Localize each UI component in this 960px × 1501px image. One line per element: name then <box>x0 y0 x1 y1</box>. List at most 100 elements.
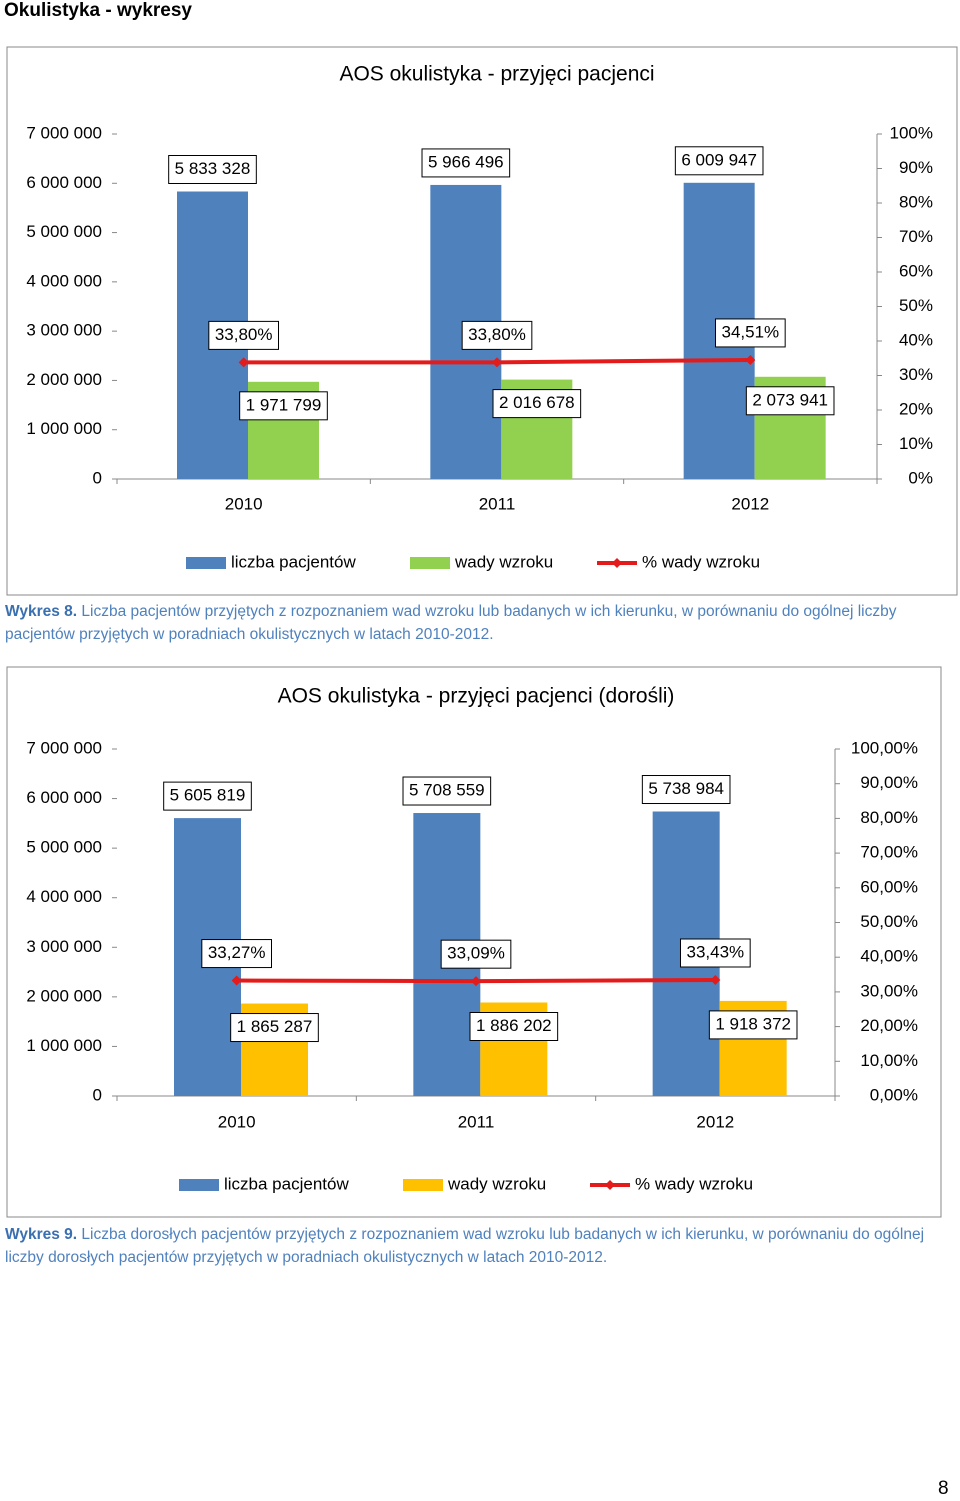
x-tick-label: 2012 <box>731 494 769 513</box>
y2-tick-label: 20,00% <box>860 1016 918 1035</box>
line-marker <box>492 357 502 368</box>
y2-tick-label: 60,00% <box>860 877 918 896</box>
data-label: 5 738 984 <box>648 779 724 798</box>
label-box <box>708 1010 798 1040</box>
x-tick-label: 2011 <box>479 494 516 513</box>
y2-tick-label: 90% <box>899 158 933 177</box>
y2-tick-label: 0% <box>908 468 933 487</box>
data-label: 5 833 328 <box>175 159 251 178</box>
y2-tick-label: 30,00% <box>860 981 918 1000</box>
data-label: 5 605 819 <box>170 786 246 805</box>
caption-text: Liczba pacjentów przyjętych z rozpoznani… <box>5 603 897 643</box>
y-tick-label: 4 000 000 <box>26 887 102 906</box>
data-label: 34,51% <box>721 322 779 341</box>
y2-tick-label: 100% <box>890 123 933 142</box>
label-box <box>168 155 257 185</box>
data-label: 6 009 947 <box>681 150 757 169</box>
label-box <box>208 320 280 350</box>
y-tick-label: 0 <box>93 1085 102 1104</box>
x-tick-label: 2010 <box>218 1112 256 1131</box>
y-tick-label: 0 <box>93 468 102 487</box>
y-tick-label: 7 000 000 <box>26 123 102 142</box>
y2-tick-label: 90,00% <box>860 773 918 792</box>
legend-marker <box>605 1180 615 1190</box>
line-marker <box>710 974 721 985</box>
label-box <box>402 776 492 806</box>
y2-tick-label: 0,00% <box>870 1085 918 1104</box>
caption: Wykres 9. Liczba dorosłych pacjentów prz… <box>5 1223 955 1269</box>
label-box <box>163 781 252 811</box>
label-box <box>469 1011 559 1041</box>
chart-title: AOS okulistyka - przyjęci pacjenci (doro… <box>278 685 675 708</box>
data-label: 2 016 678 <box>499 393 575 412</box>
y-tick-label: 5 000 000 <box>26 222 102 241</box>
label-box <box>440 939 512 969</box>
y-tick-label: 2 000 000 <box>26 370 102 389</box>
caption-label: Wykres 9. <box>5 1226 78 1243</box>
label-box <box>674 146 764 176</box>
data-label: 33,09% <box>447 944 505 963</box>
y2-tick-label: 30% <box>899 365 933 384</box>
data-label: 1 971 799 <box>246 395 322 414</box>
y2-tick-label: 70% <box>899 227 933 246</box>
chart: AOS okulistyka - przyjęci pacjenci (doro… <box>6 666 942 1218</box>
line-marker <box>238 357 249 368</box>
y-tick-label: 7 000 000 <box>26 738 102 757</box>
line-marker <box>745 354 756 365</box>
y-tick-label: 5 000 000 <box>26 838 102 857</box>
legend-swatch <box>410 557 450 569</box>
page-number: 8 <box>938 1478 949 1499</box>
data-label: 5 966 496 <box>428 152 504 171</box>
x-tick-label: 2010 <box>225 494 263 513</box>
data-label: 1 918 372 <box>715 1014 791 1033</box>
legend-marker <box>612 558 622 568</box>
label-box <box>201 939 273 969</box>
legend-swatch <box>186 557 226 569</box>
y-tick-label: 1 000 000 <box>26 419 102 438</box>
data-label: 33,43% <box>686 942 744 961</box>
chart-title: AOS okulistyka - przyjęci pacjenci <box>339 63 654 86</box>
label-box <box>641 775 731 805</box>
y2-tick-label: 100,00% <box>851 738 918 757</box>
data-label: 1 886 202 <box>476 1016 552 1035</box>
y2-tick-label: 10,00% <box>860 1051 918 1070</box>
data-label: 2 073 941 <box>752 390 828 409</box>
label-box <box>461 320 533 350</box>
data-label: 1 865 287 <box>237 1017 313 1036</box>
y2-tick-label: 10% <box>899 434 933 453</box>
label-box <box>230 1013 319 1043</box>
data-label: 5 708 559 <box>409 781 485 800</box>
y2-tick-label: 20% <box>899 399 933 418</box>
line-marker <box>231 975 242 986</box>
y-tick-label: 6 000 000 <box>26 788 102 807</box>
legend-label: wady wzroku <box>447 1174 546 1193</box>
label-box <box>421 148 511 178</box>
y2-tick-label: 40% <box>899 330 933 349</box>
y2-tick-label: 50% <box>899 296 933 315</box>
x-tick-label: 2011 <box>458 1112 495 1131</box>
label-box <box>745 386 835 416</box>
y-tick-label: 6 000 000 <box>26 173 102 192</box>
y-tick-label: 3 000 000 <box>26 937 102 956</box>
y-tick-label: 4 000 000 <box>26 271 102 290</box>
y-tick-label: 1 000 000 <box>26 1036 102 1055</box>
legend-label: wady wzroku <box>454 552 553 571</box>
y2-tick-label: 50,00% <box>860 912 918 931</box>
y2-tick-label: 80,00% <box>860 808 918 827</box>
data-label: 33,80% <box>468 325 526 344</box>
chart: AOS okulistyka - przyjęci pacjenci 0 1 000… <box>6 46 958 596</box>
legend-label: liczba pacjentów <box>224 1174 349 1193</box>
y2-tick-label: 40,00% <box>860 947 918 966</box>
caption-text: Liczba dorosłych pacjentów przyjętych z … <box>5 1226 925 1266</box>
data-label: 33,80% <box>215 325 273 344</box>
line-marker <box>471 976 481 987</box>
legend-swatch <box>403 1179 443 1191</box>
label-box <box>492 389 582 419</box>
label-box <box>714 318 786 348</box>
caption-label: Wykres 8. <box>5 603 78 620</box>
x-tick-label: 2012 <box>696 1112 734 1131</box>
header: Okulistyka - wykresy <box>4 0 192 21</box>
y-tick-label: 2 000 000 <box>26 986 102 1005</box>
caption: Wykres 8. Liczba pacjentów przyjętych z … <box>5 600 955 646</box>
